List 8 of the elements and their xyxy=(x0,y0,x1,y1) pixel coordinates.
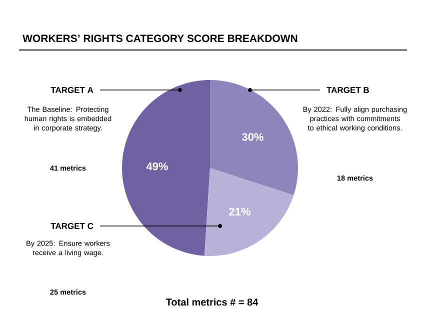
data-label: 30% xyxy=(242,133,264,141)
data-label: 21% xyxy=(229,208,250,216)
slice-label: TARGET C xyxy=(50,222,94,229)
slice-label: TARGET B xyxy=(326,86,369,93)
chart-title: WORKERS’ RIGHTS CATEGORY SCORE BREAKDOWN xyxy=(22,34,298,42)
slice-label: TARGET A xyxy=(50,86,94,93)
data-label: 49% xyxy=(146,162,168,170)
text: Total metrics # = 84 xyxy=(166,298,258,306)
